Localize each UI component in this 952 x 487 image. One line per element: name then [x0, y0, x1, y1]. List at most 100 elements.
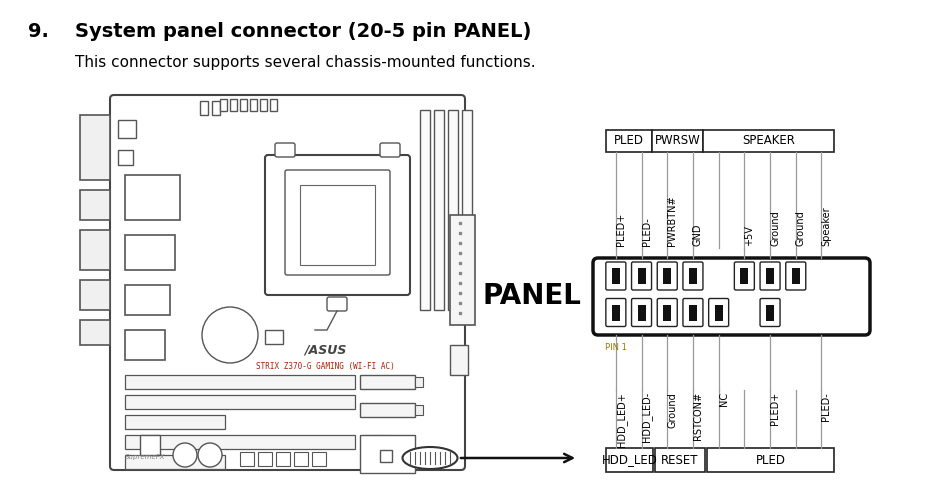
FancyBboxPatch shape: [275, 143, 295, 157]
Bar: [637, 268, 645, 284]
Bar: [80, 320, 109, 345]
Bar: [654, 448, 704, 472]
Bar: [293, 452, 307, 466]
Bar: [433, 110, 444, 310]
Text: +5V: +5V: [744, 225, 754, 246]
FancyBboxPatch shape: [760, 262, 780, 290]
FancyBboxPatch shape: [683, 262, 703, 290]
Bar: [300, 185, 374, 265]
Bar: [637, 304, 645, 320]
FancyBboxPatch shape: [605, 299, 625, 326]
Bar: [118, 120, 136, 138]
Bar: [663, 268, 670, 284]
Bar: [663, 304, 670, 320]
Text: RSTCON#: RSTCON#: [692, 392, 703, 440]
Text: PLED-: PLED-: [641, 217, 651, 246]
Bar: [229, 99, 237, 111]
FancyBboxPatch shape: [605, 262, 625, 290]
Bar: [118, 150, 133, 165]
Bar: [740, 268, 747, 284]
Text: GND: GND: [692, 224, 703, 246]
FancyBboxPatch shape: [265, 155, 409, 295]
Bar: [200, 101, 208, 115]
Bar: [125, 375, 355, 389]
FancyBboxPatch shape: [785, 262, 804, 290]
FancyBboxPatch shape: [592, 258, 869, 335]
Bar: [611, 268, 619, 284]
Bar: [791, 268, 799, 284]
Text: HDD_LED-: HDD_LED-: [641, 392, 652, 442]
Bar: [380, 450, 391, 462]
Bar: [420, 110, 429, 310]
Text: PIN 1: PIN 1: [605, 343, 626, 352]
Ellipse shape: [402, 447, 457, 469]
FancyBboxPatch shape: [631, 262, 651, 290]
Text: Ground: Ground: [666, 392, 677, 428]
Bar: [260, 99, 267, 111]
Bar: [651, 130, 703, 152]
FancyBboxPatch shape: [683, 299, 703, 326]
Bar: [125, 285, 169, 315]
Bar: [269, 99, 277, 111]
Bar: [125, 455, 225, 469]
FancyBboxPatch shape: [380, 143, 400, 157]
Bar: [765, 304, 773, 320]
Bar: [447, 110, 458, 310]
FancyBboxPatch shape: [327, 297, 347, 311]
Bar: [449, 215, 474, 325]
Bar: [714, 304, 722, 320]
Text: NC: NC: [718, 392, 728, 406]
Bar: [125, 395, 355, 409]
Bar: [311, 452, 326, 466]
FancyBboxPatch shape: [109, 95, 465, 470]
Bar: [605, 448, 652, 472]
Text: Speaker: Speaker: [821, 206, 830, 246]
Circle shape: [173, 443, 197, 467]
FancyBboxPatch shape: [657, 299, 677, 326]
Text: HDD_LED+: HDD_LED+: [615, 392, 626, 447]
Text: 9.: 9.: [28, 22, 49, 41]
FancyBboxPatch shape: [760, 299, 780, 326]
Bar: [211, 101, 220, 115]
Text: PLED+: PLED+: [615, 213, 625, 246]
Bar: [765, 268, 773, 284]
Bar: [125, 435, 355, 449]
Text: PANEL: PANEL: [482, 282, 581, 311]
Bar: [125, 330, 165, 360]
Text: Ground: Ground: [769, 210, 780, 246]
FancyBboxPatch shape: [631, 299, 651, 326]
Text: SPEAKER: SPEAKER: [742, 134, 794, 148]
Bar: [386, 435, 390, 443]
Text: This connector supports several chassis-mounted functions.: This connector supports several chassis-…: [75, 55, 535, 70]
Bar: [414, 377, 423, 387]
Bar: [240, 452, 254, 466]
FancyBboxPatch shape: [285, 170, 389, 275]
Bar: [249, 99, 257, 111]
Bar: [220, 99, 227, 111]
Bar: [365, 435, 369, 443]
Bar: [80, 230, 109, 270]
Text: System panel connector (20-5 pin PANEL): System panel connector (20-5 pin PANEL): [75, 22, 531, 41]
Bar: [379, 435, 384, 443]
Circle shape: [202, 307, 258, 363]
Text: PLED: PLED: [755, 453, 784, 467]
Text: Ground: Ground: [795, 210, 804, 246]
Bar: [462, 110, 471, 310]
Bar: [371, 435, 377, 443]
Bar: [611, 304, 619, 320]
Bar: [705, 448, 833, 472]
Bar: [605, 130, 651, 152]
Text: PWRSW: PWRSW: [654, 134, 700, 148]
Bar: [240, 99, 247, 111]
Text: PLED+: PLED+: [769, 392, 780, 425]
Bar: [80, 115, 109, 180]
Text: RESET: RESET: [661, 453, 698, 467]
FancyBboxPatch shape: [734, 262, 754, 290]
Text: PLED-: PLED-: [821, 392, 830, 421]
Bar: [125, 415, 225, 429]
Bar: [688, 304, 696, 320]
Bar: [688, 268, 696, 284]
Text: SupremeFX: SupremeFX: [125, 454, 166, 460]
Circle shape: [198, 443, 222, 467]
Bar: [703, 130, 833, 152]
